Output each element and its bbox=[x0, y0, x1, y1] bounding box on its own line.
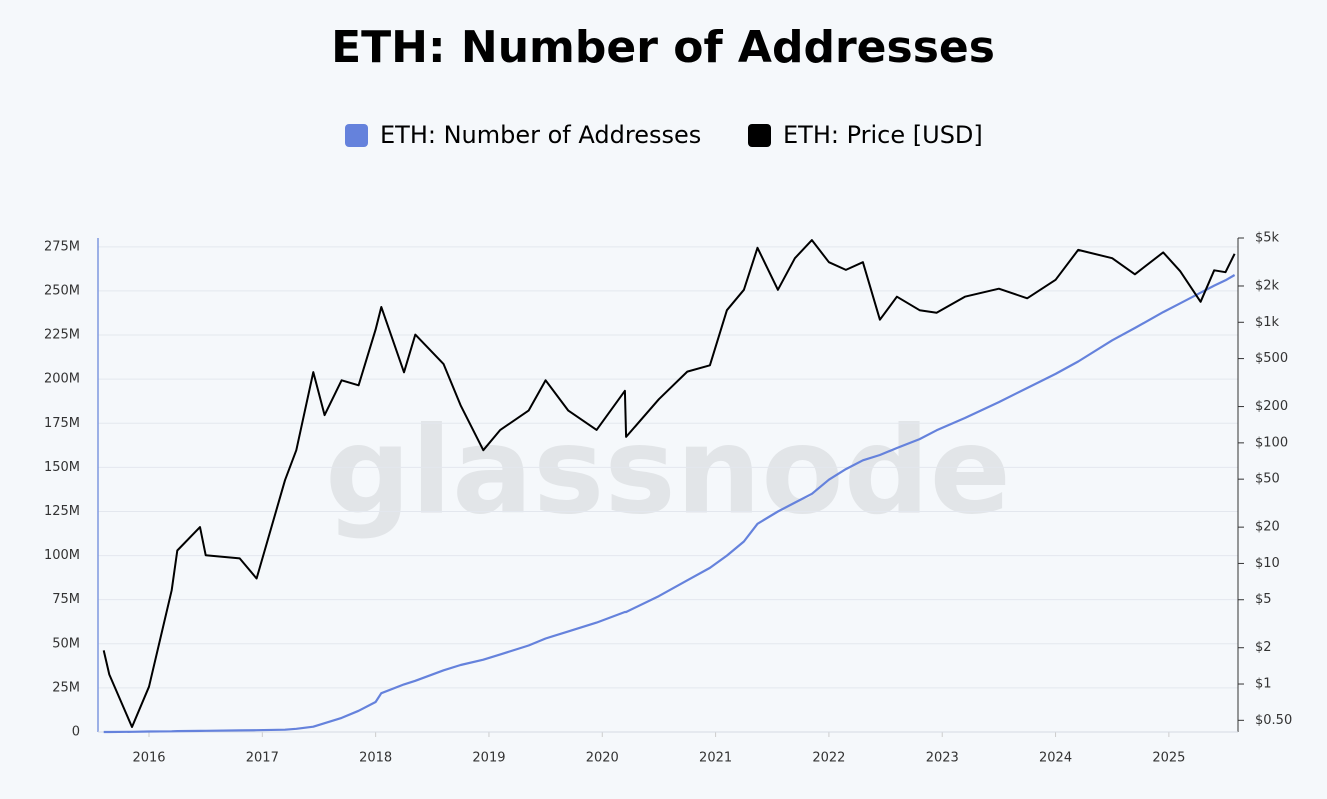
legend-label: ETH: Price [USD] bbox=[783, 121, 983, 149]
x-tick-label: 2018 bbox=[359, 751, 392, 766]
y2-tick-label: $1k bbox=[1255, 315, 1280, 330]
y-tick-label: 250M bbox=[44, 283, 80, 298]
series-line bbox=[102, 239, 1236, 728]
y2-tick-label: $100 bbox=[1255, 435, 1288, 450]
y2-tick-label: $50 bbox=[1255, 472, 1280, 487]
y-tick-label: 275M bbox=[44, 239, 80, 254]
y2-tick-label: $200 bbox=[1255, 399, 1288, 414]
x-tick-label: 2023 bbox=[926, 751, 959, 766]
x-tick-label: 2020 bbox=[586, 751, 619, 766]
legend-label: ETH: Number of Addresses bbox=[380, 121, 701, 149]
y-tick-label: 175M bbox=[44, 416, 80, 431]
y-tick-label: 25M bbox=[52, 680, 80, 695]
y-tick-label: 125M bbox=[44, 504, 80, 519]
y2-tick-label: $2k bbox=[1255, 278, 1280, 293]
y2-tick-label: $5 bbox=[1255, 592, 1272, 607]
y-tick-label: 200M bbox=[44, 372, 80, 387]
y2-tick-label: $10 bbox=[1255, 556, 1280, 571]
x-tick-label: 2021 bbox=[699, 751, 732, 766]
y2-tick-label: $2 bbox=[1255, 640, 1272, 655]
y2-tick-label: $500 bbox=[1255, 351, 1288, 366]
y-tick-label: 50M bbox=[52, 636, 80, 651]
watermark: glassnode bbox=[325, 403, 1011, 542]
x-tick-label: 2024 bbox=[1039, 751, 1072, 766]
y-tick-label: 75M bbox=[52, 592, 80, 607]
x-tick-label: 2017 bbox=[246, 751, 279, 766]
chart-title: ETH: Number of Addresses bbox=[331, 22, 995, 73]
x-tick-label: 2022 bbox=[812, 751, 845, 766]
y-tick-label: 225M bbox=[44, 328, 80, 343]
y2-tick-label: $0.50 bbox=[1255, 713, 1292, 728]
x-tick-label: 2016 bbox=[132, 751, 165, 766]
y2-tick-label: $1 bbox=[1255, 677, 1272, 692]
y2-tick-label: $20 bbox=[1255, 520, 1280, 535]
y-tick-label: 150M bbox=[44, 460, 80, 475]
y2-tick-label: $5k bbox=[1255, 231, 1280, 246]
legend-swatch bbox=[748, 124, 771, 147]
y-tick-label: 0 bbox=[72, 725, 80, 740]
legend-swatch bbox=[345, 124, 368, 147]
x-tick-label: 2025 bbox=[1152, 751, 1185, 766]
x-tick-label: 2019 bbox=[472, 751, 505, 766]
y-tick-label: 100M bbox=[44, 548, 80, 563]
series-line bbox=[103, 274, 1236, 734]
